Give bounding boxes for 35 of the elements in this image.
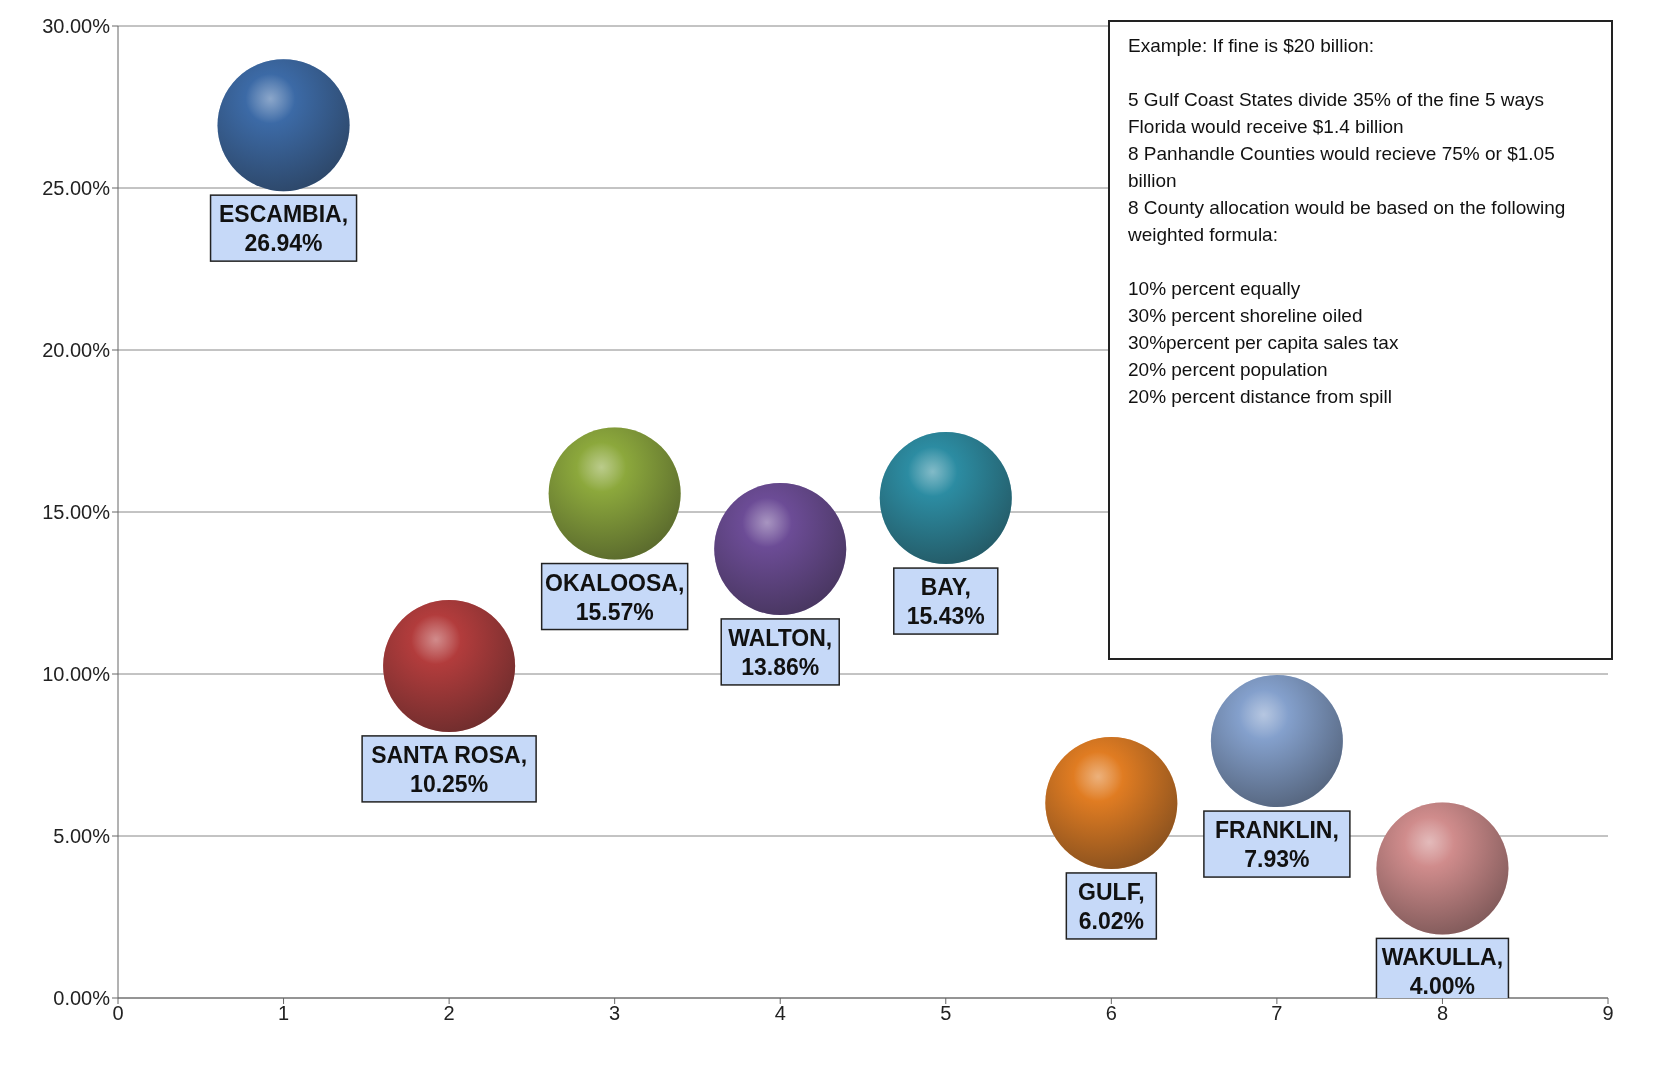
x-tick-label: 6 [1105,1002,1117,1025]
annotation: 5 Gulf Coast States divide 35% of the fine 5 ways [1128,88,1546,112]
x-tick-label: 5 [940,1002,952,1025]
annotation: 8 County allocation would be based on the following weighted formula: [1128,196,1567,247]
annotation: 30%percent per capita sales tax [1128,331,1400,355]
y-tick-label: 15.00% [42,501,111,524]
x-tick-label: 9 [1602,1002,1614,1025]
data-label: FRANKLIN, 7.93% [1214,817,1339,873]
data-label: OKALOOSA, 15.57% [545,569,685,625]
data-label: BAY, 15.43% [906,574,985,630]
annotation: 20% percent distance from spill [1128,385,1393,409]
y-tick-label: 10.00% [42,663,111,686]
annotation: 10% percent equally [1128,277,1302,301]
annotation: 30% percent shoreline oiled [1128,304,1364,328]
x-tick-label: 7 [1271,1002,1283,1025]
annotation: Example: If fine is $20 billion: [1128,34,1376,58]
y-tick-label: 30.00% [42,15,111,38]
x-tick-label: 8 [1436,1002,1449,1025]
data-label: WALTON, 13.86% [728,624,833,680]
x-tick-label: 4 [774,1002,786,1025]
data-label: SANTA ROSA, 10.25% [371,741,528,797]
x-tick-label: 2 [443,1002,455,1025]
x-tick-label: 0 [112,1002,124,1025]
data-label: ESCAMBIA, 26.94% [219,201,349,257]
data-label: GULF, 6.02% [1078,878,1145,934]
y-tick-label: 20.00% [42,339,111,362]
y-tick-label: 5.00% [53,825,111,848]
x-tick-label: 1 [277,1002,290,1025]
annotation: 8 Panhandle Counties would recieve 75% or $1.05 billion [1128,142,1556,193]
x-tick-label: 3 [609,1002,621,1025]
y-tick-label: 25.00% [42,177,111,200]
y-tick-label: 0.00% [53,987,111,1010]
data-label: WAKULLA, 4.00% [1381,944,1504,1000]
annotation: 20% percent population [1128,358,1329,382]
annotation: Florida would receive $1.4 billion [1128,115,1405,139]
